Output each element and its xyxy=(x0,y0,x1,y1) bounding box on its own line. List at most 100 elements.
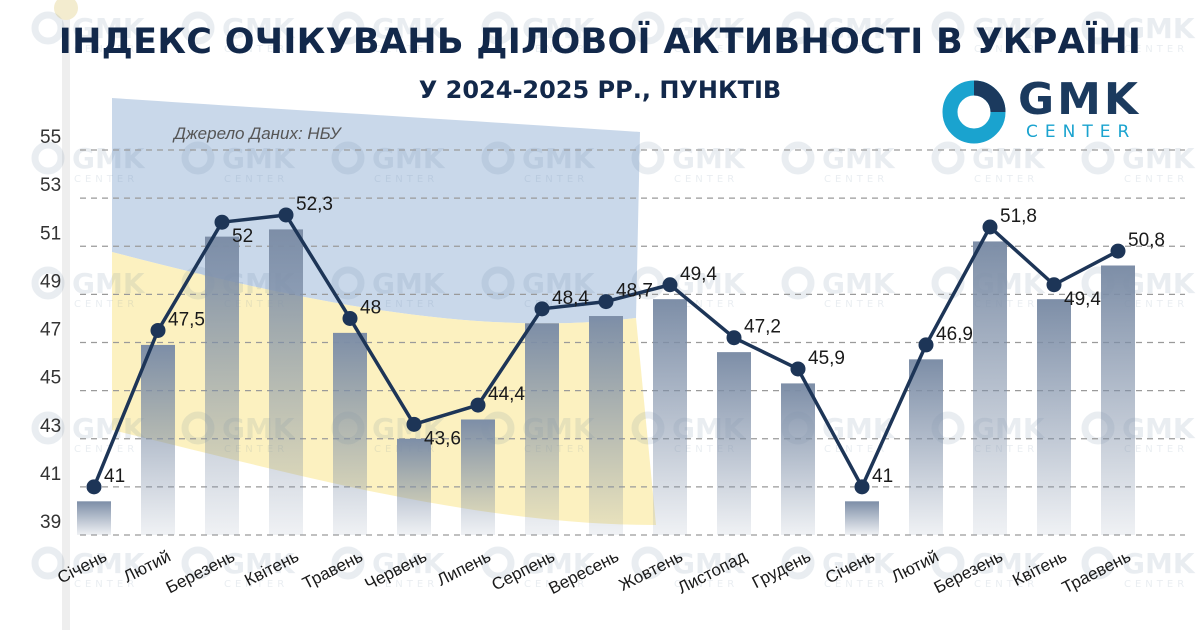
watermark-ring-icon xyxy=(931,546,965,580)
watermark-ring-icon xyxy=(181,11,215,45)
data-label: 49,4 xyxy=(1064,289,1101,310)
watermark-ring-icon xyxy=(631,266,665,300)
watermark-name: GMK xyxy=(972,12,1046,45)
chart-title: ІНДЕКС ОЧІКУВАНЬ ДІЛОВОЇ АКТИВНОСТІ В УК… xyxy=(58,22,1142,62)
watermark-sub: CENTER xyxy=(74,579,138,590)
watermark-ring-icon xyxy=(481,141,515,175)
watermark-sub: CENTER xyxy=(824,174,888,185)
data-point xyxy=(854,479,870,495)
data-label: 48 xyxy=(360,297,381,318)
watermark-name: GMK xyxy=(822,12,896,45)
watermark-name: GMK xyxy=(72,12,146,45)
watermark-ring-icon xyxy=(931,266,965,300)
watermark-sub: CENTER xyxy=(374,299,438,310)
watermark-name: GMK xyxy=(372,12,446,45)
y-tick-label: 53 xyxy=(40,175,61,196)
watermark-ring-icon xyxy=(331,266,365,300)
watermark-sub: CENTER xyxy=(824,444,888,455)
data-point xyxy=(150,322,166,338)
watermark-ring-icon xyxy=(31,266,65,300)
bar xyxy=(141,344,175,535)
data-point xyxy=(918,337,934,353)
watermark-ring-icon xyxy=(31,546,65,580)
data-point xyxy=(982,219,998,235)
y-tick-label: 51 xyxy=(40,223,61,244)
watermark-name: GMK xyxy=(72,412,146,445)
data-label: 50,8 xyxy=(1128,230,1165,251)
data-label: 46,9 xyxy=(936,324,973,345)
y-tick-label: 41 xyxy=(40,464,61,485)
data-point xyxy=(662,277,678,293)
watermark-sub: CENTER xyxy=(224,44,288,55)
bar xyxy=(717,352,751,535)
bar xyxy=(653,299,687,535)
watermark-name: GMK xyxy=(522,12,596,45)
y-tick-label: 55 xyxy=(40,127,61,148)
watermark-sub: CENTER xyxy=(374,44,438,55)
watermark-name: GMK xyxy=(822,142,896,175)
flag-background xyxy=(54,0,656,630)
watermark-ring-icon xyxy=(1081,141,1115,175)
watermark-name: GMK xyxy=(222,12,296,45)
watermark-ring-icon xyxy=(31,411,65,445)
data-label: 48,4 xyxy=(552,288,589,309)
bar xyxy=(781,383,815,535)
watermark-sub: CENTER xyxy=(524,174,588,185)
watermark-ring-icon xyxy=(781,141,815,175)
bar xyxy=(909,359,943,535)
y-tick-label: 47 xyxy=(40,320,61,341)
x-tick-label: Грудень xyxy=(749,547,814,593)
data-label: 52 xyxy=(232,226,253,247)
watermark-name: GMK xyxy=(822,547,896,580)
data-point xyxy=(214,214,230,230)
gmk-center-logo: GMK CENTER xyxy=(940,74,1150,146)
watermark-ring-icon xyxy=(781,11,815,45)
watermark-name: GMK xyxy=(372,547,446,580)
watermark-name: GMK xyxy=(72,142,146,175)
y-tick-label: 45 xyxy=(40,368,61,389)
watermark-name: GMK xyxy=(972,547,1046,580)
logo-name: GMK xyxy=(1018,74,1141,125)
watermark-name: GMK xyxy=(72,267,146,300)
watermark-name: GMK xyxy=(1122,12,1196,45)
watermark-sub: CENTER xyxy=(74,174,138,185)
watermark-ring-icon xyxy=(781,266,815,300)
watermark-name: GMK xyxy=(372,142,446,175)
watermark-name: GMK xyxy=(222,547,296,580)
watermark-sub: CENTER xyxy=(74,44,138,55)
bar xyxy=(1037,299,1071,535)
watermark-name: GMK xyxy=(1122,547,1196,580)
data-point xyxy=(406,416,422,432)
watermark-sub: CENTER xyxy=(824,299,888,310)
data-label: 52,3 xyxy=(296,194,333,215)
watermark-sub: CENTER xyxy=(674,579,738,590)
watermark-sub: CENTER xyxy=(74,299,138,310)
watermark-name: GMK xyxy=(672,12,746,45)
data-label: 48,7 xyxy=(616,281,653,302)
data-label: 47,2 xyxy=(744,317,781,338)
watermark-ring-icon xyxy=(31,11,65,45)
watermark-ring-icon xyxy=(631,141,665,175)
bar xyxy=(973,241,1007,535)
watermark-sub: CENTER xyxy=(374,579,438,590)
watermark-ring-icon xyxy=(481,11,515,45)
flag-pole xyxy=(62,0,70,630)
watermark-sub: CENTER xyxy=(224,299,288,310)
y-tick-label: 49 xyxy=(40,271,61,292)
watermark-ring-icon xyxy=(331,546,365,580)
watermark-name: GMK xyxy=(972,142,1046,175)
watermark-ring-icon xyxy=(31,141,65,175)
